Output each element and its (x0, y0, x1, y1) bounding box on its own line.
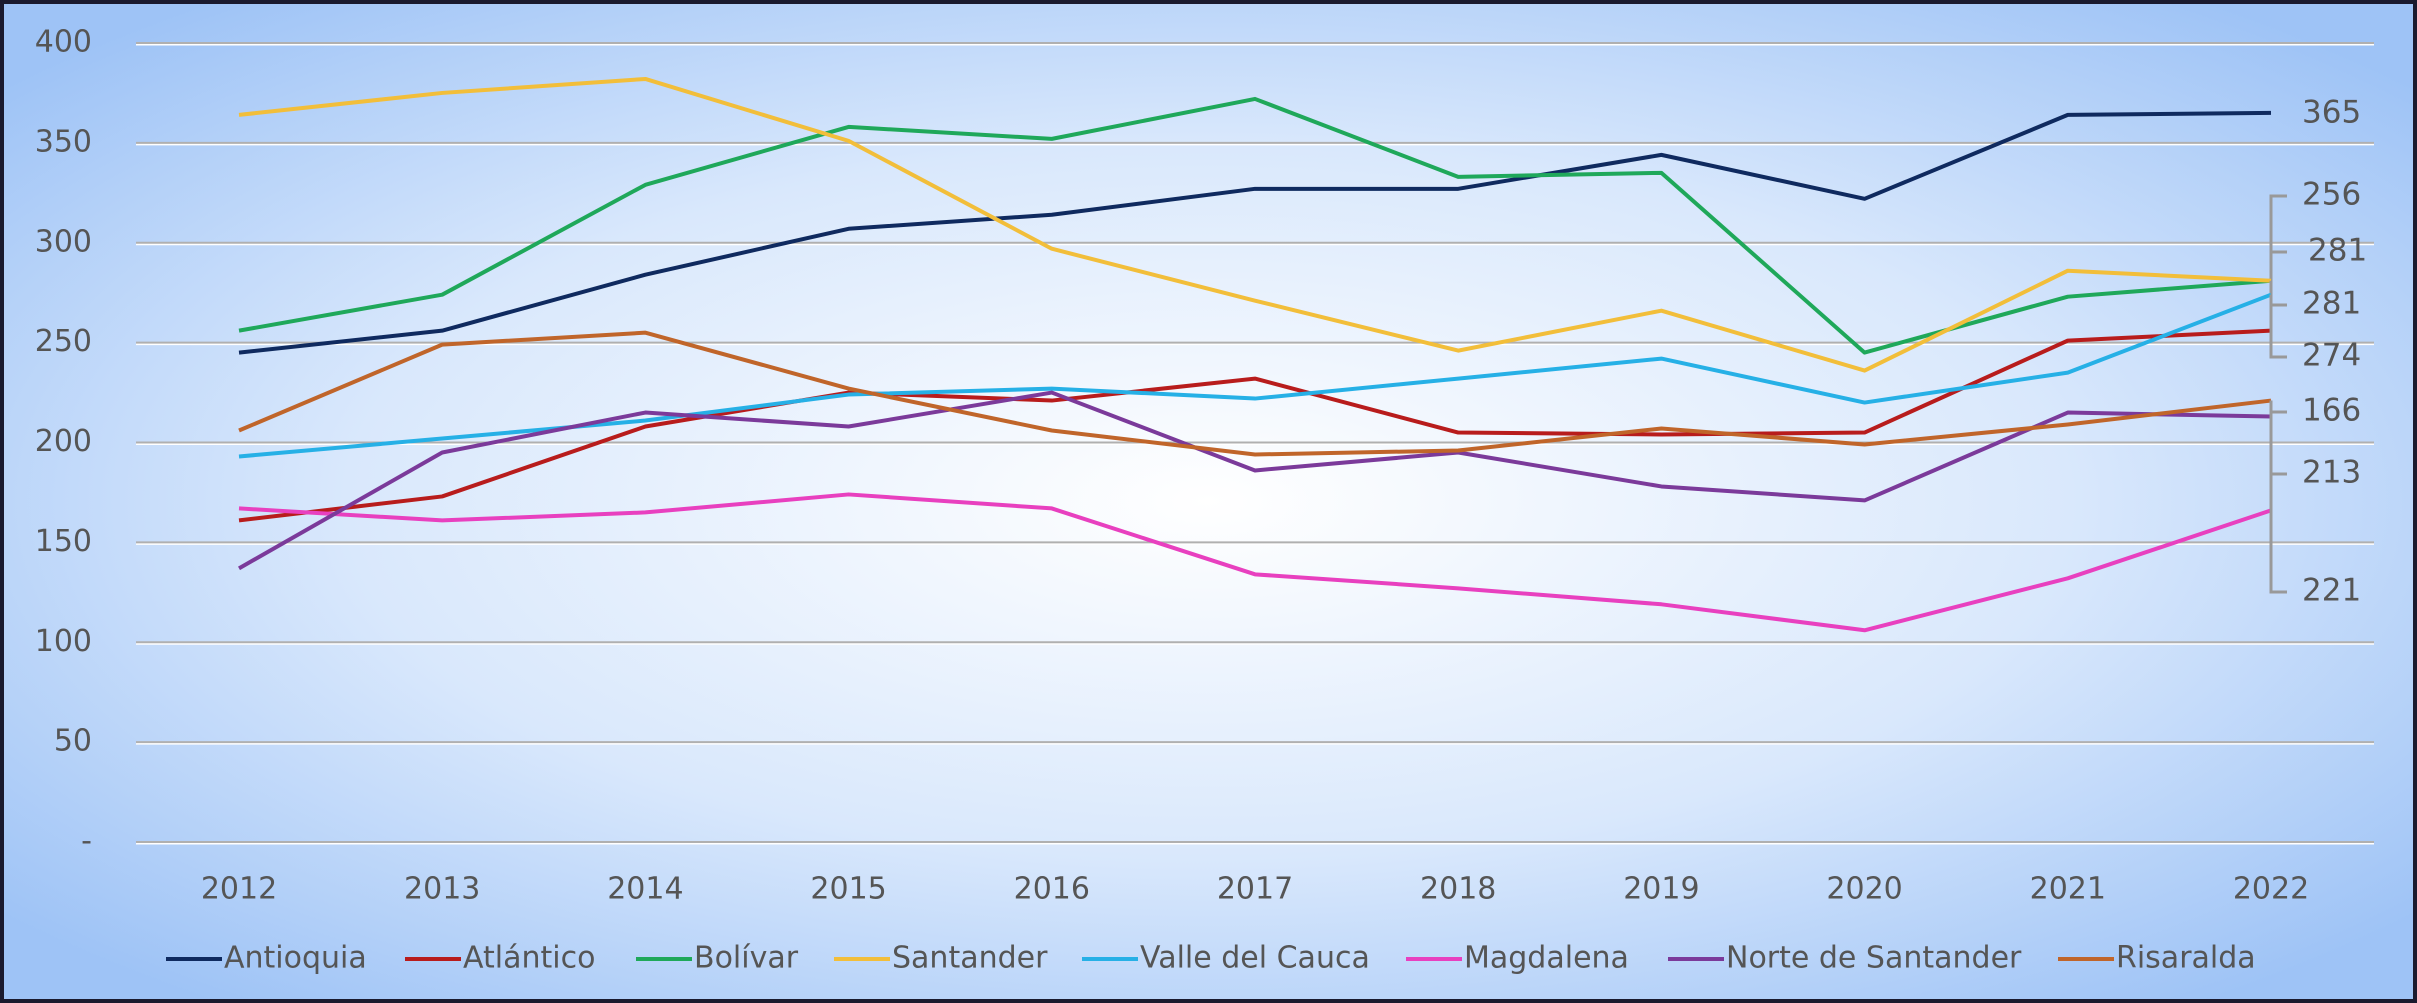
y-tick-label: 150 (35, 524, 92, 559)
series-line (238, 96, 2272, 355)
y-tick-label: - (81, 824, 92, 859)
x-tick-label: 2017 (1217, 872, 1293, 907)
legend-label: Valle del Cauca (1140, 941, 1370, 976)
legend-label: Magdalena (1464, 941, 1629, 976)
y-tick-label: 300 (35, 224, 92, 259)
y-tick-label: 100 (35, 624, 92, 659)
data-label: 365 (2302, 95, 2361, 131)
x-tick-label: 2019 (1623, 872, 1699, 907)
y-tick-label: 250 (35, 324, 92, 359)
legend-label: Atlántico (463, 941, 595, 976)
legend-label: Risaralda (2116, 941, 2256, 976)
series-line (238, 390, 2272, 571)
x-tick-label: 2015 (810, 872, 886, 907)
series-line (238, 76, 2272, 373)
y-tick-label: 400 (35, 25, 92, 60)
leader-line (2269, 400, 2287, 594)
legend-label: Antioquia (224, 941, 367, 976)
x-tick-label: 2018 (1420, 872, 1496, 907)
y-tick-label: 350 (35, 124, 92, 159)
x-tick-label: 2021 (2030, 872, 2106, 907)
data-label: 213 (2302, 455, 2361, 491)
legend-label: Norte de Santander (1726, 941, 2022, 976)
series-line (238, 330, 2272, 457)
data-label: 281 (2308, 233, 2367, 269)
x-tick-label: 2022 (2233, 872, 2309, 907)
data-label: 281 (2302, 286, 2361, 322)
x-tick-label: 2020 (1826, 872, 1902, 907)
leader-line (2269, 294, 2287, 359)
legend-label: Santander (892, 941, 1048, 976)
leader-line (2269, 250, 2287, 281)
series-line (238, 492, 2272, 633)
x-tick-label: 2013 (404, 872, 480, 907)
x-tick-label: 2016 (1014, 872, 1090, 907)
data-label: 221 (2302, 573, 2361, 609)
data-label: 166 (2302, 393, 2361, 429)
data-label: 274 (2302, 338, 2361, 374)
x-tick-label: 2014 (607, 872, 683, 907)
data-label: 256 (2302, 177, 2361, 213)
series-line (238, 110, 2272, 355)
legend-label: Bolívar (694, 941, 799, 976)
y-tick-label: 50 (54, 724, 92, 759)
series-line (238, 328, 2272, 523)
x-tick-label: 2012 (201, 872, 277, 907)
y-tick-label: 200 (35, 424, 92, 459)
